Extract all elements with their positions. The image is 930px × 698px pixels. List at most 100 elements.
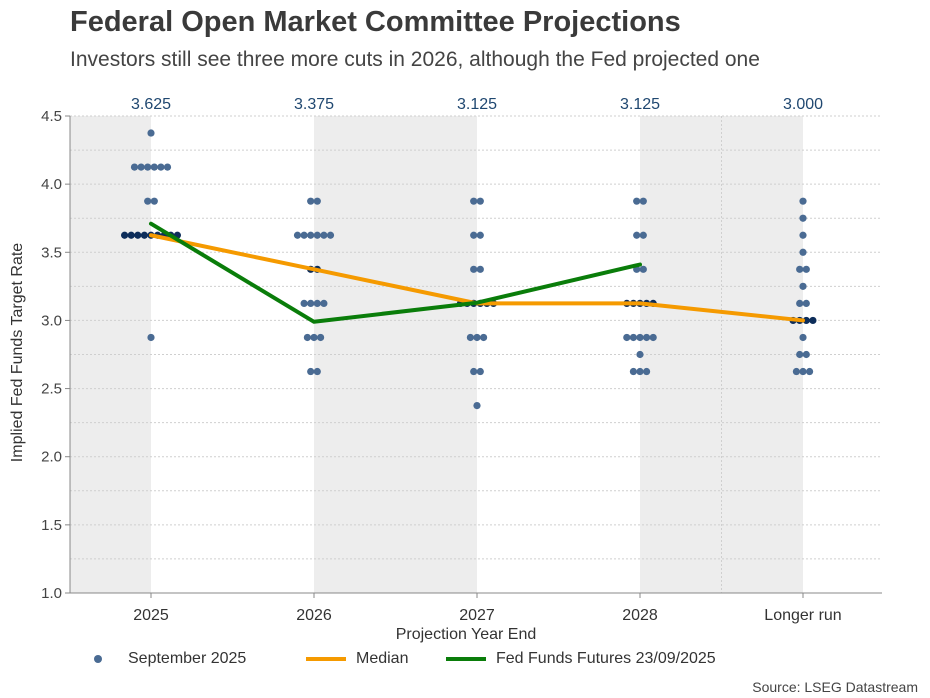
median-dot: [802, 316, 810, 325]
projection-dot: [150, 163, 158, 171]
projection-dot: [643, 333, 651, 342]
x-tick-label: 2025: [133, 607, 169, 624]
projection-dot: [799, 333, 807, 342]
projection-dot: [150, 197, 158, 205]
median-value-label: 3.125: [457, 96, 497, 113]
chart-legend: September 2025 Median Fed Funds Futures …: [0, 650, 930, 674]
x-tick-label: Longer run: [764, 607, 841, 624]
legend-label-futures: Fed Funds Futures 23/09/2025: [496, 650, 716, 667]
projection-dot: [310, 333, 318, 342]
projection-dot: [307, 197, 315, 205]
projection-dot: [307, 231, 315, 239]
y-axis-title: Implied Fed Funds Target Rate: [9, 243, 26, 462]
chart-title: Federal Open Market Committee Projection…: [70, 6, 681, 38]
projection-dot: [639, 265, 647, 273]
projection-dot: [470, 231, 478, 239]
median-dot: [134, 231, 142, 239]
projection-dot: [313, 231, 321, 239]
legend-item-futures: Fed Funds Futures 23/09/2025: [446, 650, 716, 668]
projection-dot: [802, 350, 810, 359]
projection-dot: [799, 231, 807, 239]
projection-dot: [799, 197, 807, 205]
projection-dot: [466, 333, 474, 342]
median-dot: [809, 316, 817, 325]
projection-dot: [473, 333, 481, 342]
projection-dot: [802, 265, 810, 273]
legend-item-dots: September 2025: [94, 650, 246, 668]
projection-dot: [802, 299, 810, 307]
y-tick-label: 1.5: [41, 517, 62, 534]
projection-dot: [799, 214, 807, 222]
projection-dot: [137, 163, 145, 171]
legend-label-median: Median: [356, 650, 409, 667]
projection-dot: [144, 197, 152, 205]
projection-dot: [300, 231, 308, 239]
projection-dot: [636, 367, 644, 376]
projection-dot: [326, 231, 335, 239]
projection-dot: [470, 265, 478, 273]
projection-dot: [623, 333, 631, 342]
median-dot: [127, 231, 135, 239]
projection-dot: [320, 299, 328, 307]
projection-dot: [636, 333, 644, 342]
projection-dot: [293, 231, 302, 239]
projection-dot: [476, 367, 484, 376]
projection-dot: [636, 350, 644, 359]
median-value-label: 3.000: [783, 96, 823, 113]
projection-dot: [480, 333, 488, 342]
projection-dot: [792, 367, 801, 376]
projection-dot: [476, 265, 484, 273]
projection-dot: [470, 197, 478, 205]
projection-dot: [313, 299, 321, 307]
projection-dot: [307, 367, 315, 376]
source-note: Source: LSEG Datastream: [752, 679, 918, 695]
projection-dot: [313, 367, 321, 376]
x-axis-title: Projection Year End: [396, 626, 537, 643]
y-tick-label: 2.5: [41, 381, 62, 398]
projection-dot: [806, 367, 814, 376]
projection-dot: [799, 367, 807, 376]
median-value-label: 3.625: [131, 96, 171, 113]
y-tick-label: 1.0: [41, 585, 62, 602]
y-tick-label: 3.5: [41, 244, 62, 261]
legend-median-line: [306, 657, 346, 661]
projection-dot: [629, 367, 638, 376]
projection-dot: [796, 265, 804, 273]
projection-dot: [307, 299, 315, 307]
projection-dot: [649, 333, 657, 342]
projection-dot: [313, 197, 321, 205]
projection-dot: [643, 367, 651, 376]
projection-dot: [163, 163, 172, 171]
projection-dot: [799, 248, 807, 256]
median-value-label: 3.125: [620, 96, 660, 113]
y-tick-label: 2.0: [41, 449, 62, 466]
projection-dot: [300, 299, 308, 307]
projection-dot: [317, 333, 325, 342]
legend-futures-line: [446, 657, 486, 661]
projection-dot: [470, 367, 478, 376]
projection-dot: [796, 299, 804, 307]
projection-dot: [476, 231, 484, 239]
projection-dot: [633, 197, 641, 205]
futures-line: [149, 221, 642, 324]
legend-item-median: Median: [306, 650, 408, 668]
projection-dot: [796, 350, 804, 359]
projection-dot: [473, 402, 481, 410]
projection-dot: [144, 163, 152, 171]
projection-dot: [629, 333, 638, 342]
projection-dot: [476, 197, 484, 205]
y-tick-label: 4.5: [41, 108, 62, 125]
projection-dot: [799, 282, 807, 290]
projection-dot: [147, 129, 155, 137]
legend-dot-marker: [94, 655, 102, 663]
x-tick-label: 2026: [296, 607, 332, 624]
median-value-label: 3.375: [294, 96, 334, 113]
median-dot: [121, 231, 129, 239]
projection-dot: [639, 231, 647, 239]
projection-dot: [633, 231, 641, 239]
projection-dot: [157, 163, 165, 171]
projection-dot: [130, 163, 139, 171]
projection-dot: [639, 197, 647, 205]
x-tick-label: 2028: [622, 607, 658, 624]
